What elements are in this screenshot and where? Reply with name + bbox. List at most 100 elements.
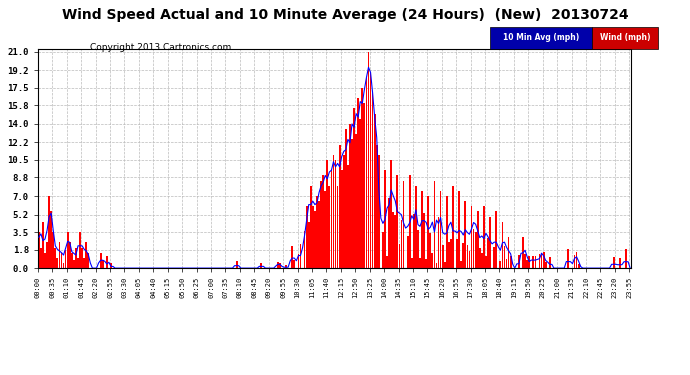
Bar bbox=[397, 176, 398, 268]
Bar bbox=[529, 256, 530, 268]
Bar bbox=[464, 201, 466, 268]
Bar bbox=[429, 233, 431, 268]
Bar bbox=[46, 242, 48, 268]
Bar bbox=[362, 88, 363, 268]
Bar bbox=[357, 98, 359, 268]
Bar bbox=[493, 247, 495, 268]
Bar bbox=[403, 181, 404, 268]
Bar bbox=[59, 242, 60, 268]
Bar bbox=[368, 52, 369, 268]
Bar bbox=[573, 255, 575, 268]
Bar bbox=[67, 232, 68, 268]
Bar bbox=[413, 214, 415, 268]
Bar bbox=[299, 244, 302, 268]
Bar bbox=[458, 191, 460, 268]
Bar bbox=[339, 144, 341, 268]
Bar bbox=[71, 253, 72, 268]
Bar bbox=[448, 242, 450, 268]
Bar bbox=[75, 248, 77, 268]
Bar bbox=[489, 217, 491, 268]
Bar bbox=[324, 191, 326, 268]
Bar bbox=[328, 186, 331, 268]
Bar bbox=[347, 165, 348, 268]
Bar bbox=[297, 254, 299, 268]
Bar bbox=[314, 211, 316, 268]
Bar bbox=[291, 246, 293, 268]
Bar bbox=[106, 256, 108, 268]
Bar bbox=[508, 237, 509, 268]
Bar bbox=[378, 155, 380, 268]
Bar bbox=[102, 260, 103, 268]
Bar bbox=[63, 263, 64, 268]
Bar bbox=[543, 252, 544, 268]
Text: Wind Speed Actual and 10 Minute Average (24 Hours)  (New)  20130724: Wind Speed Actual and 10 Minute Average … bbox=[61, 8, 629, 22]
Bar bbox=[48, 196, 50, 268]
Bar bbox=[450, 239, 452, 268]
Bar bbox=[524, 254, 526, 268]
Bar bbox=[341, 170, 342, 268]
Bar bbox=[425, 258, 427, 268]
Bar bbox=[345, 129, 346, 268]
Bar bbox=[335, 160, 337, 268]
Bar bbox=[343, 155, 344, 268]
Bar bbox=[326, 160, 328, 268]
Bar bbox=[522, 237, 524, 268]
Bar bbox=[86, 242, 87, 268]
Bar bbox=[310, 186, 312, 268]
Bar bbox=[549, 257, 551, 268]
Bar bbox=[308, 222, 310, 268]
Bar bbox=[415, 186, 417, 268]
Bar bbox=[353, 108, 355, 268]
Bar bbox=[388, 198, 390, 268]
Bar bbox=[65, 250, 66, 268]
Bar bbox=[487, 238, 489, 268]
Bar bbox=[81, 248, 83, 268]
Text: Wind (mph): Wind (mph) bbox=[600, 33, 650, 42]
Bar bbox=[477, 211, 479, 268]
Bar bbox=[333, 155, 335, 268]
Bar bbox=[471, 206, 473, 268]
Bar bbox=[469, 251, 471, 268]
Bar bbox=[401, 220, 402, 268]
Bar bbox=[382, 232, 384, 268]
Bar bbox=[83, 258, 85, 268]
Bar bbox=[442, 245, 444, 268]
Bar bbox=[322, 176, 324, 268]
Bar bbox=[285, 266, 287, 268]
Bar bbox=[349, 124, 351, 268]
Bar bbox=[395, 215, 396, 268]
Bar bbox=[456, 239, 458, 268]
Bar bbox=[444, 262, 446, 268]
Bar bbox=[408, 176, 411, 268]
Bar bbox=[399, 244, 400, 268]
Bar bbox=[318, 201, 320, 268]
Bar bbox=[446, 196, 448, 268]
Bar bbox=[100, 253, 101, 268]
Bar bbox=[355, 134, 357, 268]
Bar bbox=[423, 213, 425, 268]
Bar bbox=[417, 230, 419, 268]
Bar bbox=[473, 229, 475, 268]
Bar bbox=[370, 72, 371, 268]
Bar bbox=[518, 255, 520, 268]
Bar bbox=[575, 252, 578, 268]
Bar bbox=[393, 212, 394, 268]
Bar bbox=[545, 261, 546, 268]
Bar bbox=[279, 263, 281, 268]
Bar bbox=[504, 246, 505, 268]
Bar bbox=[578, 264, 580, 268]
Bar bbox=[88, 253, 89, 268]
Bar bbox=[364, 104, 365, 268]
Bar bbox=[535, 256, 536, 268]
Bar bbox=[50, 211, 52, 268]
Text: 10 Min Avg (mph): 10 Min Avg (mph) bbox=[503, 33, 579, 42]
Bar bbox=[427, 196, 429, 268]
Bar bbox=[421, 191, 423, 268]
Bar bbox=[419, 258, 421, 268]
Bar bbox=[73, 260, 75, 268]
Bar bbox=[55, 248, 56, 268]
Bar bbox=[433, 181, 435, 268]
Bar bbox=[52, 232, 54, 268]
Bar bbox=[316, 196, 318, 268]
Bar bbox=[440, 191, 442, 268]
